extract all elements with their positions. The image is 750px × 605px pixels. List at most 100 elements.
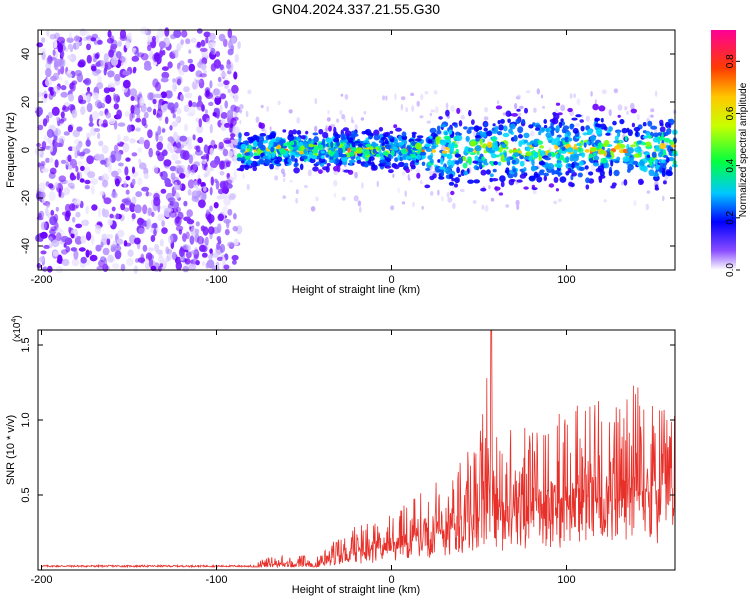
spectrogram-noise-cell xyxy=(149,50,154,60)
spectrogram-noise-cell xyxy=(93,128,101,132)
spectrogram-noise-cell xyxy=(45,157,51,163)
spectrogram-noise-cell xyxy=(153,228,157,237)
spectrogram-band-cell xyxy=(497,131,503,136)
spectrogram-noise-cells xyxy=(34,26,677,274)
spectrogram-band-cell xyxy=(283,142,287,147)
spectrogram-noise-cell xyxy=(36,262,42,269)
spectrogram-band-cell xyxy=(608,169,613,177)
spectrogram-noise-cell xyxy=(209,186,213,196)
spectrogram-noise-cell xyxy=(61,235,69,243)
spectrogram-noise-cell xyxy=(613,88,619,94)
spectrogram-noise-cell xyxy=(216,195,223,200)
spectrogram-band-cell xyxy=(471,119,475,125)
spectrogram-noise-cell xyxy=(97,39,103,45)
spectrogram-noise-cell xyxy=(390,205,395,211)
spectrogram-band-cell xyxy=(259,133,267,137)
spectrogram-band-cell xyxy=(308,143,314,148)
spectrogram-noise-cell xyxy=(176,107,182,115)
spectrogram-noise-cell xyxy=(456,140,460,145)
spectrogram-noise-cell xyxy=(266,105,270,112)
spectrogram-noise-cell xyxy=(152,98,157,105)
spectrogram-band-cell xyxy=(244,164,250,171)
spectrogram-band-cell xyxy=(320,155,325,160)
spectrogram-band-cell xyxy=(384,165,392,169)
spectrogram-noise-cell xyxy=(103,209,110,218)
spectrogram-noise-cell xyxy=(633,200,637,207)
spectrogram-noise-cell xyxy=(201,57,208,65)
spectrogram-noise-cell xyxy=(576,98,581,106)
spectrogram-noise-cell xyxy=(52,250,59,257)
spectrogram-noise-cell xyxy=(142,204,148,215)
spectrogram-band-cell xyxy=(382,151,389,156)
spectrogram-noise-cell xyxy=(142,244,148,252)
spectrogram-band-cell xyxy=(340,136,346,141)
spectrogram-band-cell xyxy=(559,176,567,183)
spectrogram-noise-cell xyxy=(94,69,102,74)
spectrogram-noise-cell xyxy=(110,244,117,250)
spectrogram-noise-cell xyxy=(75,40,80,50)
spectrogram-band-cell xyxy=(603,126,608,131)
spectrogram-noise-cell xyxy=(532,189,537,195)
spectrogram-noise-cell xyxy=(186,209,193,218)
spectrogram-band-cell xyxy=(263,159,271,164)
spectrogram-band-cell xyxy=(605,132,611,136)
spectrogram-noise-cell xyxy=(67,54,72,60)
spectrogram-band-cell xyxy=(409,160,415,168)
spectrogram-noise-cell xyxy=(131,178,136,186)
spectrogram-noise-cell xyxy=(67,104,76,111)
spectrogram-noise-cell xyxy=(115,151,122,162)
spectrogram-band-cell xyxy=(328,159,336,163)
spectrogram-noise-cell xyxy=(339,109,343,116)
spectrogram-noise-cell xyxy=(91,111,100,121)
spectrogram-noise-cell xyxy=(84,185,91,190)
spectrogram-band-cell xyxy=(530,165,536,172)
spectrogram-band-cell xyxy=(467,147,474,153)
spectrogram-noise-cell xyxy=(150,235,156,242)
spectrogram-noise-cell xyxy=(199,73,207,78)
spectrogram-band-cell xyxy=(511,113,518,117)
spectrogram-band-cell xyxy=(443,135,451,140)
spectrogram-noise-cell xyxy=(533,107,537,113)
spectrogram-band-cell xyxy=(287,134,295,141)
spectrogram-band-cell xyxy=(252,166,257,172)
spectrogram-noise-cell xyxy=(630,102,635,110)
spectrogram-noise-cell xyxy=(89,254,98,262)
spectrogram-band-cell xyxy=(458,132,462,136)
spectrogram-band-cell xyxy=(555,188,560,192)
spectrogram-noise-cell xyxy=(169,210,177,218)
spectrogram-band-cell xyxy=(497,161,502,166)
spectrogram-band-cell xyxy=(584,165,589,170)
spectrogram-band-cell xyxy=(633,126,641,132)
spectrogram-band-cell xyxy=(313,136,319,143)
spectrogram-noise-cell xyxy=(333,179,338,187)
spectrogram-noise-cell xyxy=(127,249,134,257)
spectrogram-band-cell xyxy=(472,160,479,164)
spectrogram-noise-cell xyxy=(48,191,56,202)
spectrogram-band-cell xyxy=(582,132,588,136)
snr-axes: -200 -100 0 100 0.5 1.0 1.5 xyxy=(20,330,675,586)
spectrogram-noise-cell xyxy=(95,61,101,67)
spectrogram-band-cell xyxy=(561,146,566,152)
spectrogram-band-cell xyxy=(659,136,666,141)
spectrogram-noise-cell xyxy=(183,104,190,113)
spectrogram-noise-cell xyxy=(120,203,126,211)
spectrogram-noise-cell xyxy=(71,80,78,85)
spectrogram-noise-cell xyxy=(196,178,201,186)
spectrogram-band-cell xyxy=(432,173,437,179)
spectrogram-noise-cell xyxy=(216,256,224,261)
spectrogram-noise-cell xyxy=(336,118,340,123)
spectrogram-noise-cell xyxy=(101,179,109,188)
spectrogram-noise-cell xyxy=(86,86,91,93)
spectrogram-noise-cell xyxy=(517,112,522,116)
spectrogram-band-cell xyxy=(414,138,422,142)
spectrogram-noise-cell xyxy=(226,63,232,70)
spectrogram-band-cell xyxy=(271,134,276,138)
spectrogram-noise-cell xyxy=(407,174,410,181)
spectrogram-noise-cell xyxy=(452,202,456,210)
spectrogram-noise-cell xyxy=(496,100,500,105)
spectrogram-band-cell xyxy=(479,131,487,138)
spectrogram-noise-cell xyxy=(420,93,424,101)
spectrogram-noise-cell xyxy=(307,169,312,177)
spectrogram-noise-cell xyxy=(190,37,197,43)
spectrogram-noise-cell xyxy=(505,204,510,208)
